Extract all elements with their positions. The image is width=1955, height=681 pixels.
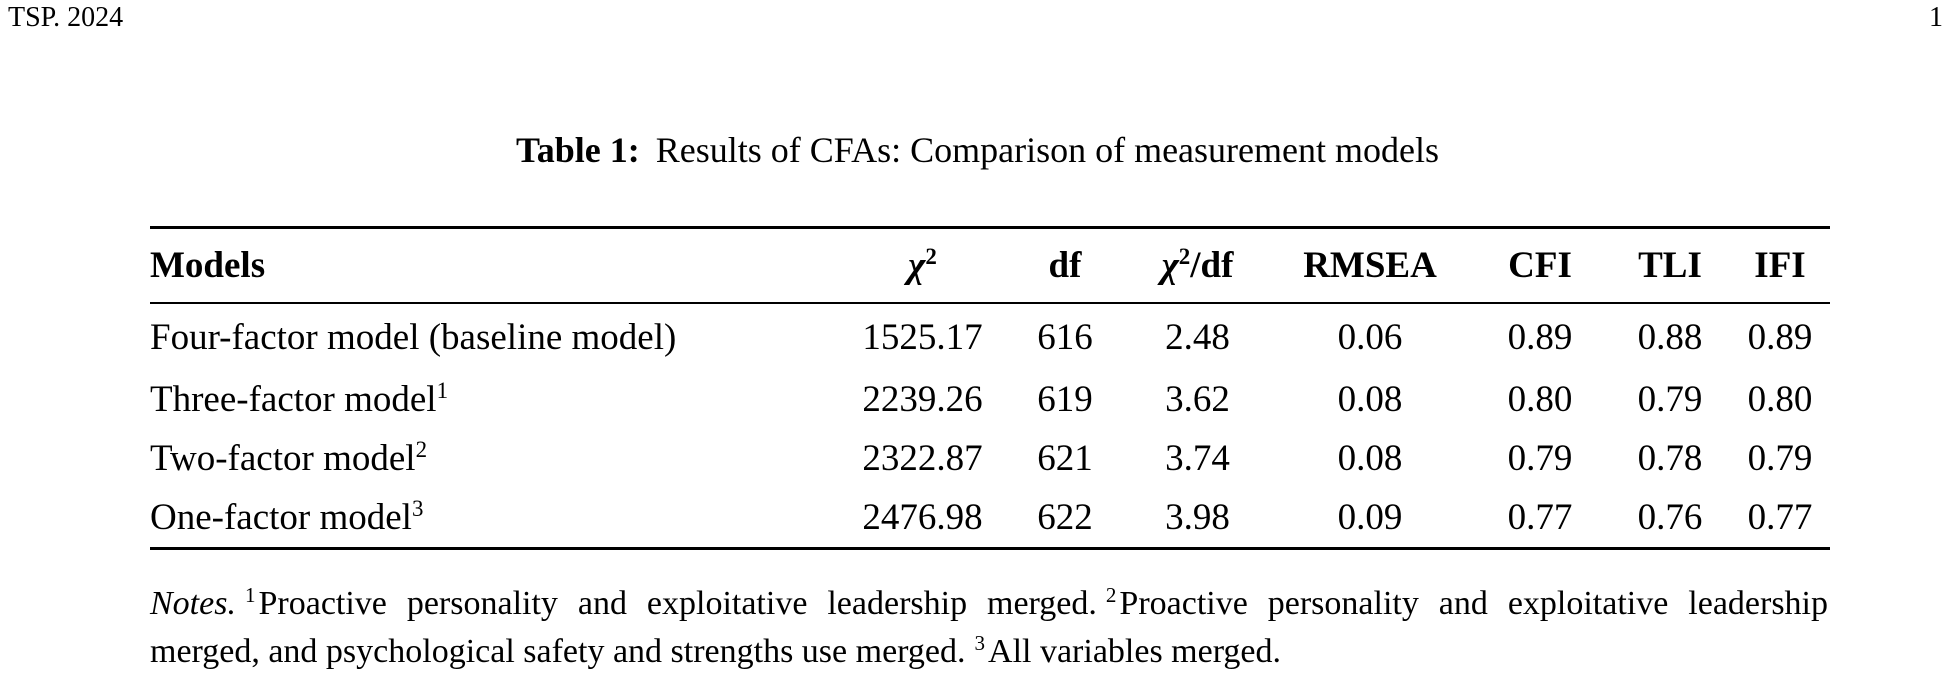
note-3-superscript: 3 bbox=[974, 631, 986, 656]
column-header-ifi: IFI bbox=[1730, 227, 1830, 304]
column-header-rmsea: RMSEA bbox=[1270, 227, 1470, 304]
note-2-superscript: 2 bbox=[1105, 583, 1117, 608]
tli-value: 0.79 bbox=[1637, 379, 1703, 420]
column-header-chi2: χ2 bbox=[840, 227, 1005, 304]
notes-label: Notes. bbox=[150, 585, 236, 622]
tli-value: 0.76 bbox=[1637, 497, 1703, 538]
df-value: 622 bbox=[1037, 497, 1093, 538]
model-name-cell: Two-factor model2 bbox=[150, 429, 840, 488]
chi2-df-value: 3.98 bbox=[1165, 497, 1230, 538]
model-superscript: 1 bbox=[436, 378, 449, 404]
ifi-value: 0.80 bbox=[1747, 379, 1813, 420]
rmsea-value: 0.08 bbox=[1337, 438, 1403, 479]
cfa-results-table: Models χ2 df χ2/df RMSEA CFI TLI IFI Fou… bbox=[150, 226, 1830, 550]
chi-symbol: χ bbox=[908, 245, 926, 286]
tli-value: 0.78 bbox=[1637, 438, 1703, 479]
cfi-value: 0.77 bbox=[1507, 497, 1573, 538]
table-caption-text: Results of CFAs: Comparison of measureme… bbox=[655, 130, 1439, 170]
table-notes: Notes. 1Proactive personality and exploit… bbox=[150, 580, 1828, 676]
cfi-value: 0.80 bbox=[1507, 379, 1573, 420]
table-header-row: Models χ2 df χ2/df RMSEA CFI TLI IFI bbox=[150, 227, 1830, 304]
chi2-value: 2322.87 bbox=[862, 438, 983, 479]
table-row-four-factor: Four-factor model (baseline model) 1525.… bbox=[150, 303, 1830, 370]
table-row-two-factor: Two-factor model2 2322.87 621 3.74 0.08 … bbox=[150, 429, 1830, 488]
chi2-df-value: 3.74 bbox=[1165, 438, 1230, 479]
note-3-text: All variables merged. bbox=[988, 633, 1282, 670]
column-header-tli: TLI bbox=[1610, 227, 1730, 304]
cfi-value: 0.89 bbox=[1507, 316, 1573, 358]
model-superscript: 2 bbox=[415, 437, 428, 463]
table-caption: Table 1: Results of CFAs: Comparison of m… bbox=[0, 128, 1955, 172]
model-name: Two-factor model bbox=[150, 438, 416, 479]
model-name: One-factor model bbox=[150, 497, 412, 538]
ifi-value: 0.77 bbox=[1747, 497, 1813, 538]
chi2-value: 1525.17 bbox=[862, 316, 983, 358]
running-head: TSP. 2024 bbox=[8, 2, 124, 33]
column-header-cfi: CFI bbox=[1470, 227, 1610, 304]
model-name-cell: One-factor model3 bbox=[150, 488, 840, 549]
ifi-value: 0.79 bbox=[1747, 438, 1813, 479]
model-name-cell: Three-factor model1 bbox=[150, 370, 840, 429]
tli-value: 0.88 bbox=[1637, 316, 1703, 358]
chi2-df-value: 2.48 bbox=[1165, 316, 1230, 358]
df-value: 616 bbox=[1037, 316, 1093, 358]
note-1-superscript: 1 bbox=[244, 583, 256, 608]
rmsea-value: 0.08 bbox=[1337, 379, 1403, 420]
cfi-value: 0.79 bbox=[1507, 438, 1573, 479]
column-header-chi2-df: χ2/df bbox=[1125, 227, 1270, 304]
per-df-label: /df bbox=[1190, 245, 1234, 286]
chi2-superscript: 2 bbox=[925, 244, 937, 270]
note-2-text: Proactive personality and exploita­tive … bbox=[150, 585, 1828, 670]
chi2-value: 2239.26 bbox=[862, 379, 983, 420]
page-number: 1 bbox=[1929, 2, 1943, 33]
model-name-cell: Four-factor model (baseline model) bbox=[150, 303, 840, 370]
df-value: 619 bbox=[1037, 379, 1093, 420]
rmsea-value: 0.06 bbox=[1337, 316, 1403, 358]
model-superscript: 3 bbox=[411, 496, 424, 522]
ifi-value: 0.89 bbox=[1747, 316, 1813, 358]
model-name: Four-factor model (baseline model) bbox=[150, 316, 677, 358]
table-row-three-factor: Three-factor model1 2239.26 619 3.62 0.0… bbox=[150, 370, 1830, 429]
model-name: Three-factor model bbox=[150, 379, 437, 420]
note-1-text: Proactive personality and exploitative l… bbox=[258, 585, 1097, 622]
df-value: 621 bbox=[1037, 438, 1093, 479]
table-row-one-factor: One-factor model3 2476.98 622 3.98 0.09 … bbox=[150, 488, 1830, 549]
chi2-df-value: 3.62 bbox=[1165, 379, 1230, 420]
rmsea-value: 0.09 bbox=[1337, 497, 1403, 538]
chi2-superscript: 2 bbox=[1178, 244, 1191, 270]
chi-symbol: χ bbox=[1161, 245, 1179, 286]
chi2-value: 2476.98 bbox=[862, 497, 983, 538]
column-header-models: Models bbox=[150, 227, 840, 304]
table-caption-label: Table 1: bbox=[516, 130, 640, 170]
column-header-df: df bbox=[1005, 227, 1125, 304]
